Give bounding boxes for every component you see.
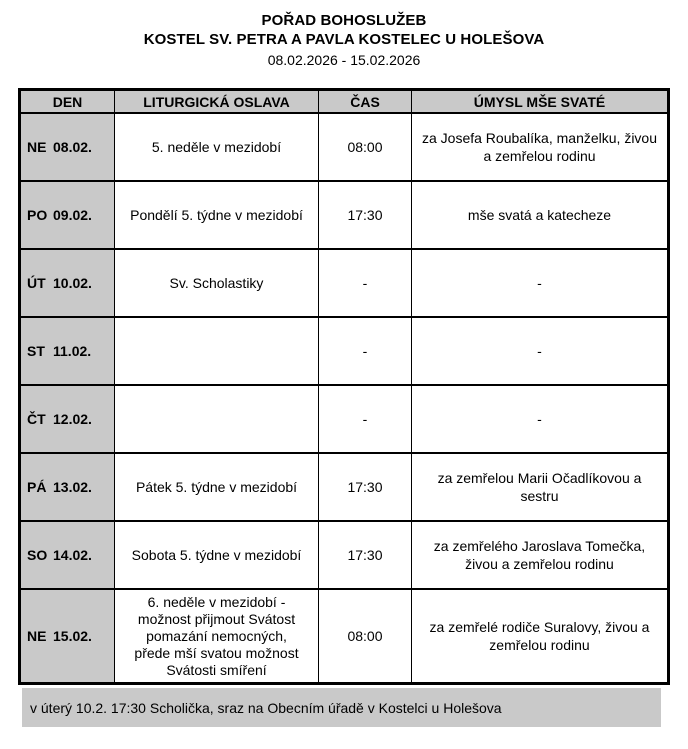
day-date: 08.02. — [53, 139, 92, 155]
day-date: 10.02. — [53, 275, 92, 291]
schedule-table: DEN LITURGICKÁ OSLAVA ČAS ÚMYSL MŠE SVAT… — [18, 88, 670, 685]
intention-cell: za zemřelé rodiče Suralovy, živou a zemř… — [411, 588, 669, 685]
day-abbr: SO — [27, 547, 48, 563]
table-row: ÚT 10.02. Sv. Scholastiky - - — [19, 248, 669, 318]
time-cell: 08:00 — [318, 588, 412, 685]
day-abbr: PO — [27, 207, 48, 223]
intention-cell: - — [411, 316, 669, 386]
table-row: NE 15.02. 6. neděle v mezidobí - možnost … — [19, 588, 669, 685]
day-date: 09.02. — [53, 207, 92, 223]
table-header-row: DEN LITURGICKÁ OSLAVA ČAS ÚMYSL MŠE SVAT… — [19, 88, 669, 114]
day-cell: NE 15.02. — [19, 588, 115, 685]
intention-cell: za Josefa Roubalíka, manželku, živou a z… — [411, 112, 669, 182]
celebration-cell: Pátek 5. týdne v mezidobí — [114, 452, 319, 522]
day-cell: SO 14.02. — [19, 520, 115, 590]
celebration-cell: Pondělí 5. týdne v mezidobí — [114, 180, 319, 250]
day-date: 11.02. — [53, 343, 92, 359]
day-cell: ÚT 10.02. — [19, 248, 115, 318]
day-abbr: ČT — [27, 411, 46, 427]
day-date: 13.02. — [53, 479, 92, 495]
day-cell: PÁ 13.02. — [19, 452, 115, 522]
page-subtitle: KOSTEL SV. PETRA A PAVLA KOSTELEC U HOLE… — [143, 31, 545, 48]
day-cell: ČT 12.02. — [19, 384, 115, 454]
day-cell: NE 08.02. — [19, 112, 115, 182]
table-row: NE 08.02. 5. neděle v mezidobí 08:00 za J… — [19, 112, 669, 182]
celebration-cell — [114, 316, 319, 386]
time-cell: 17:30 — [318, 180, 412, 250]
intention-cell: mše svatá a katecheze — [411, 180, 669, 250]
celebration-cell: Sobota 5. týdne v mezidobí — [114, 520, 319, 590]
table-row: ČT 12.02. - - — [19, 384, 669, 454]
table-row: PO 09.02. Pondělí 5. týdne v mezidobí 17:… — [19, 180, 669, 250]
celebration-cell — [114, 384, 319, 454]
day-date: 15.02. — [53, 628, 92, 644]
time-cell: - — [318, 316, 412, 386]
intention-cell: za zemřelého Jaroslava Tomečka, živou a … — [411, 520, 669, 590]
time-cell: - — [318, 248, 412, 318]
intention-cell: za zemřelou Marii Očadlíkovou a sestru — [411, 452, 669, 522]
time-cell: - — [318, 384, 412, 454]
intention-cell: - — [411, 384, 669, 454]
column-header-celebration: LITURGICKÁ OSLAVA — [114, 88, 319, 114]
table-row: SO 14.02. Sobota 5. týdne v mezidobí 17:3… — [19, 520, 669, 590]
celebration-cell: Sv. Scholastiky — [114, 248, 319, 318]
column-header-day: DEN — [19, 88, 115, 114]
intention-cell: - — [411, 248, 669, 318]
table-row: ST 11.02. - - — [19, 316, 669, 386]
time-cell: 17:30 — [318, 452, 412, 522]
footer-note: v úterý 10.2. 17:30 Scholička, sraz na O… — [22, 688, 661, 727]
time-cell: 17:30 — [318, 520, 412, 590]
day-date: 14.02. — [53, 547, 92, 563]
column-header-intention: ÚMYSL MŠE SVATÉ — [411, 88, 669, 114]
day-date: 12.02. — [53, 411, 92, 427]
day-abbr: ÚT — [27, 275, 46, 291]
day-abbr: NE — [27, 628, 47, 644]
table-row: PÁ 13.02. Pátek 5. týdne v mezidobí 17:30… — [19, 452, 669, 522]
title-block: POŘAD BOHOSLUŽEB KOSTEL SV. PETRA A PAVL… — [0, 11, 688, 69]
day-cell: PO 09.02. — [19, 180, 115, 250]
celebration-cell: 6. neděle v mezidobí - možnost přijmout … — [114, 588, 319, 685]
page-title: POŘAD BOHOSLUŽEB — [261, 12, 427, 29]
day-abbr: NE — [27, 139, 47, 155]
celebration-cell: 5. neděle v mezidobí — [114, 112, 319, 182]
time-cell: 08:00 — [318, 112, 412, 182]
day-cell: ST 11.02. — [19, 316, 115, 386]
day-abbr: PÁ — [27, 479, 47, 495]
column-header-time: ČAS — [318, 88, 412, 114]
day-abbr: ST — [27, 343, 45, 359]
date-range: 08.02.2026 - 15.02.2026 — [267, 52, 421, 68]
